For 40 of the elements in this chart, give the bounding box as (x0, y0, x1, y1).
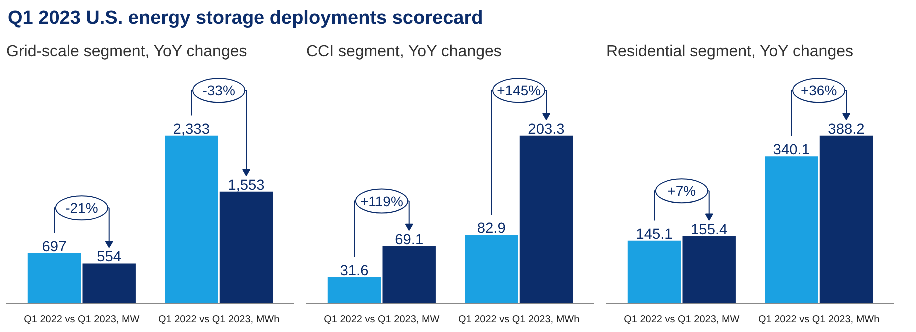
x-tick-label: Q1 2022 vs Q1 2023, MW (324, 314, 440, 326)
bar (465, 235, 518, 304)
x-tick-label: Q1 2022 vs Q1 2023, MW (24, 314, 140, 326)
data-label: 31.6 (340, 263, 369, 280)
text: +145% (497, 82, 542, 99)
bar (28, 253, 82, 304)
bar (520, 136, 574, 304)
data-label: 2,333 (173, 122, 210, 138)
bar (328, 277, 382, 304)
text: +36% (800, 82, 838, 99)
data-label: 340.1 (773, 142, 810, 159)
bar (628, 240, 682, 304)
data-label: 145.1 (636, 226, 673, 243)
x-tick-label: Q1 2022 vs Q1 2023, MWh (758, 314, 880, 326)
data-label: 203.3 (528, 122, 565, 138)
bar (382, 246, 436, 304)
bar (220, 192, 274, 304)
bar (165, 136, 218, 304)
chart-subtitle: Residential segment, YoY changes (606, 44, 854, 60)
x-tick-label: Q1 2022 vs Q1 2023, MWh (458, 314, 580, 326)
annotation: -21% (66, 200, 98, 216)
annotation: +119% (360, 193, 404, 210)
text: -33% (202, 82, 236, 99)
bar (765, 156, 818, 304)
data-label: 69.1 (395, 232, 424, 249)
annotation: +7% (668, 183, 696, 200)
data-label: 82.9 (477, 221, 506, 238)
data-label: 155.4 (691, 222, 728, 238)
chart-subtitle: Grid-scale segment, YoY changes (6, 44, 248, 60)
data-label: 1,553 (228, 178, 265, 194)
x-tick-label: Q1 2022 vs Q1 2023, MW (624, 314, 740, 326)
bar (820, 136, 874, 304)
chart-title: Q1 2023 U.S. energy storage deployments scorecard (8, 7, 484, 31)
data-label: 697 (42, 239, 67, 256)
x-tick-label: Q1 2022 vs Q1 2023, MWh (158, 314, 280, 326)
data-label: 554 (97, 250, 122, 266)
data-label: 388.2 (828, 122, 865, 138)
bar (682, 236, 736, 304)
bar (82, 264, 136, 304)
chart-subtitle: CCI segment, YoY changes (306, 44, 502, 60)
